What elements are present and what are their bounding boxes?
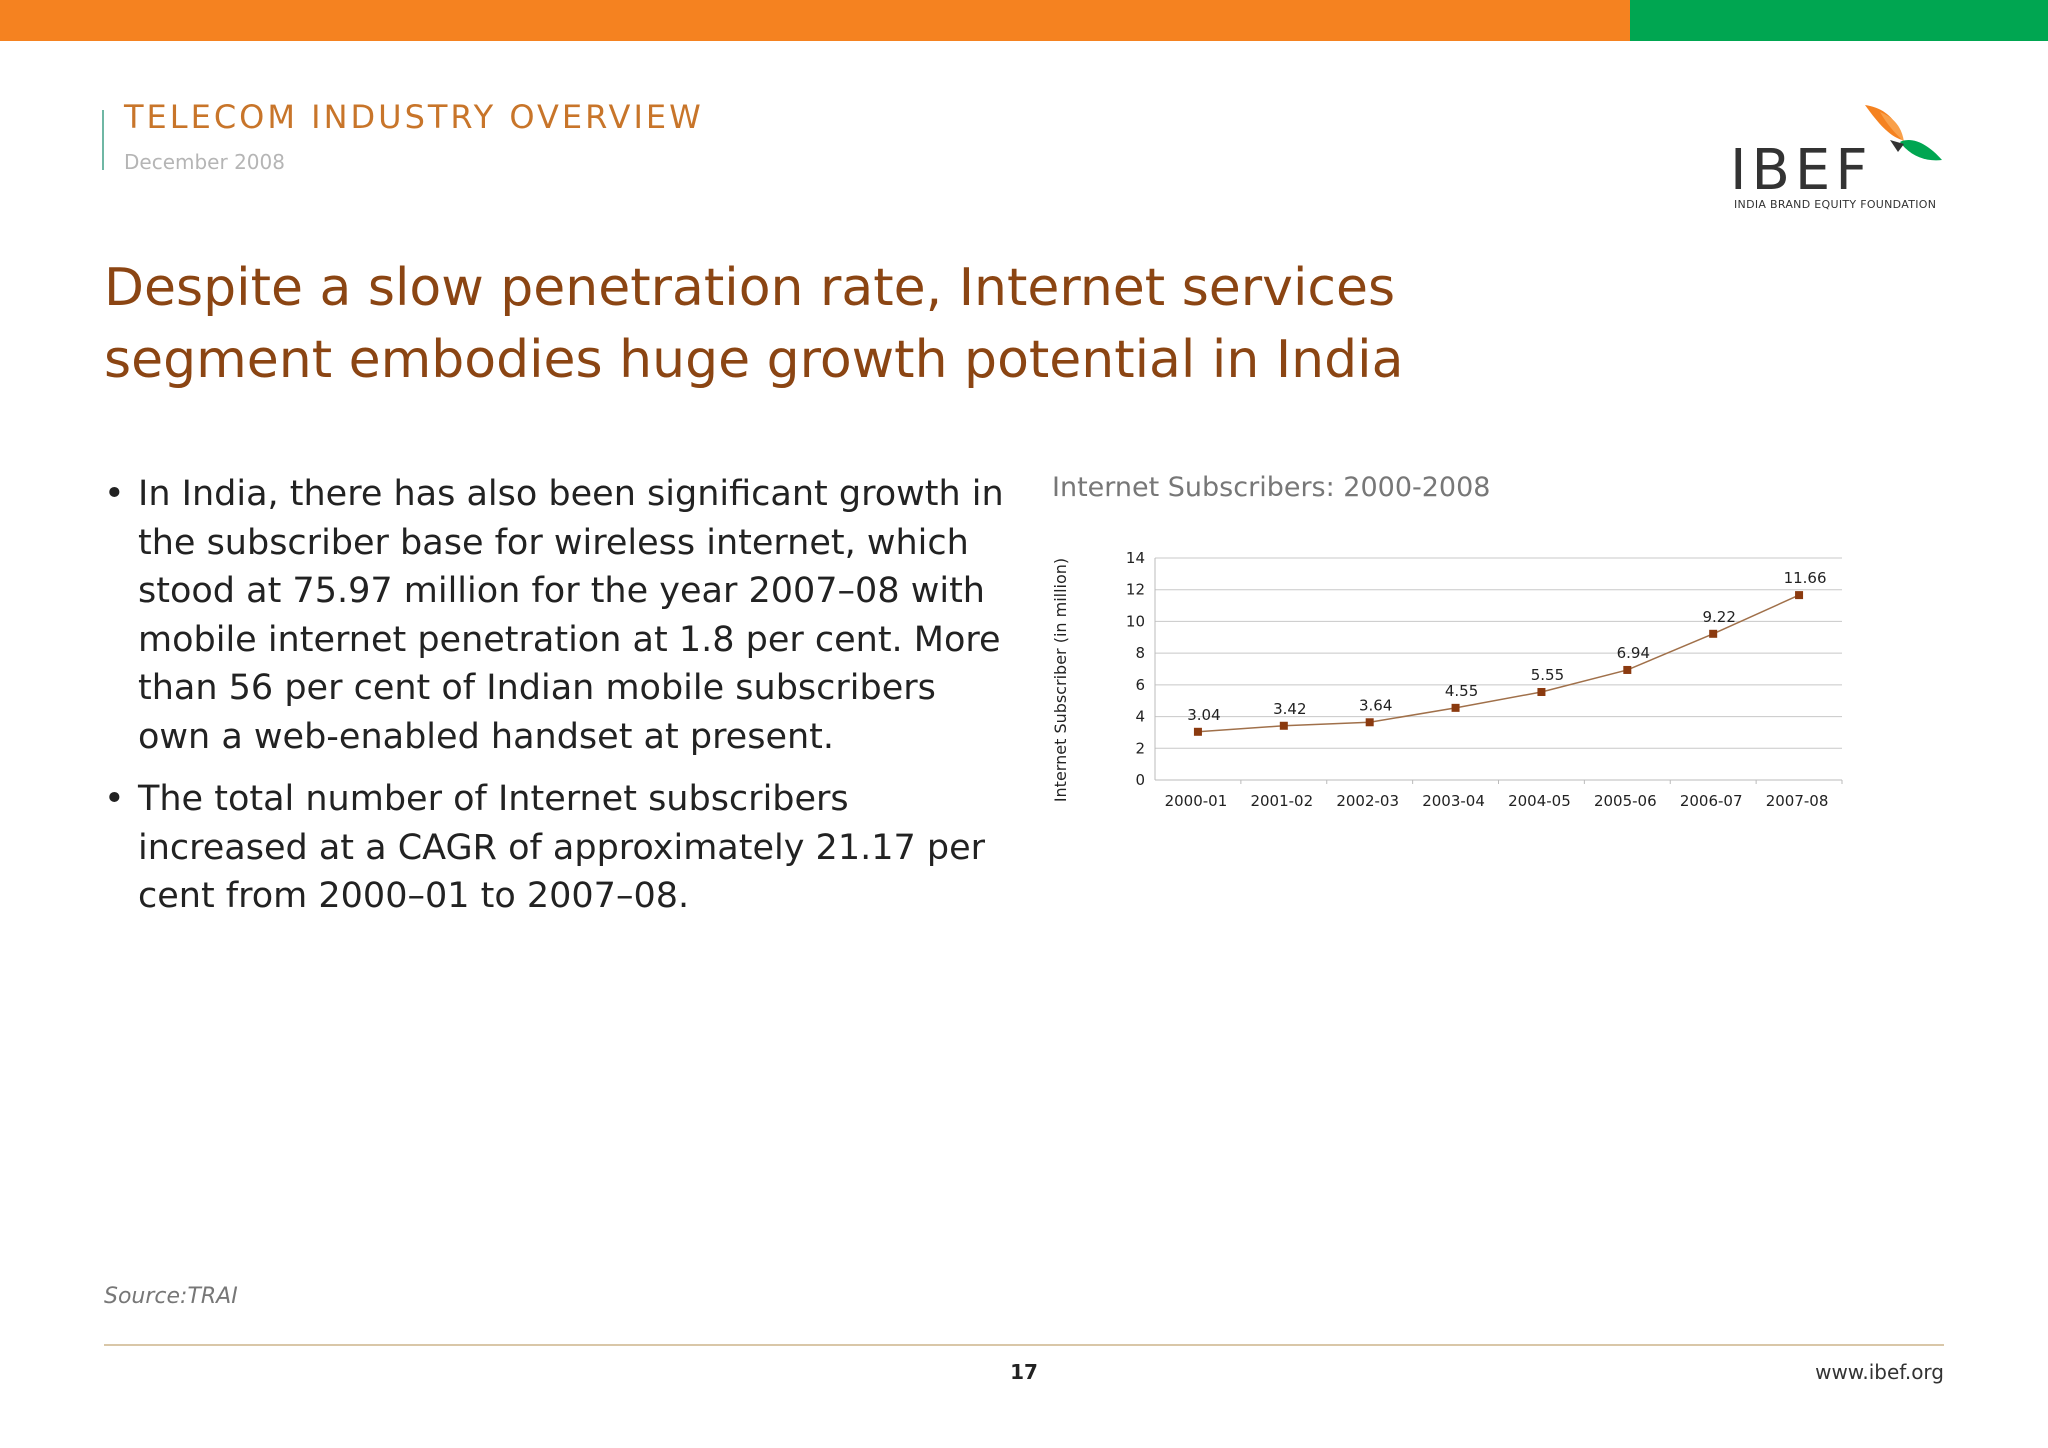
data-point [1193, 727, 1202, 736]
footer-divider [104, 1344, 1944, 1346]
series-line [1197, 594, 1800, 733]
bullet-item: The total number of Internet subscribers… [104, 775, 1004, 921]
x-tick-label: 2000-01 [1165, 792, 1228, 810]
y-tick-label: 10 [1126, 612, 1145, 630]
website-link[interactable]: www.ibef.org [1815, 1360, 1944, 1384]
ibef-logo: IBEF INDIA BRAND EQUITY FOUNDATION [1730, 100, 1950, 215]
data-point [1623, 665, 1632, 674]
y-tick-label: 2 [1135, 739, 1145, 757]
y-tick-label: 6 [1135, 676, 1145, 694]
data-point [1279, 721, 1288, 730]
section-date: December 2008 [124, 150, 285, 174]
top-bar-orange [0, 0, 1630, 41]
data-point [1365, 718, 1374, 727]
data-label: 3.42 [1273, 700, 1306, 718]
data-label: 4.55 [1445, 682, 1478, 700]
source-note: Source:TRAI [104, 1284, 238, 1309]
x-tick-label: 2002-03 [1336, 792, 1399, 810]
y-tick-label: 4 [1135, 708, 1145, 726]
x-tick-label: 2005-06 [1594, 792, 1657, 810]
data-label: 3.04 [1187, 706, 1220, 724]
page-number: 17 [1010, 1360, 1038, 1384]
x-tick-label: 2006-07 [1680, 792, 1743, 810]
data-label: 3.64 [1359, 696, 1392, 714]
logo-tagline: INDIA BRAND EQUITY FOUNDATION [1734, 198, 1937, 211]
bird-logo-icon [1865, 105, 1942, 161]
x-tick-label: 2003-04 [1422, 792, 1485, 810]
data-label: 11.66 [1784, 569, 1827, 587]
x-tick-label: 2001-02 [1250, 792, 1313, 810]
x-tick-label: 2004-05 [1508, 792, 1571, 810]
data-point [1709, 629, 1718, 638]
top-bar-green [1630, 0, 2048, 41]
data-point [1537, 687, 1546, 696]
subscribers-line-chart: 0 2 4 6 8 10 12 14 2000-01 2001-02 2002-03 2003-04 2… [1051, 549, 1843, 810]
y-tick-label: 14 [1126, 549, 1145, 567]
page-headline: Despite a slow penetration rate, Interne… [104, 258, 1404, 390]
data-label: 6.94 [1617, 644, 1650, 662]
x-tick-label: 2007-08 [1766, 792, 1829, 810]
bullet-item: In India, there has also been significan… [104, 470, 1004, 761]
y-tick-label: 0 [1135, 771, 1145, 789]
data-point [1795, 591, 1804, 600]
section-title: TELECOM INDUSTRY OVERVIEW [124, 98, 704, 136]
y-tick-label: 8 [1135, 644, 1145, 662]
y-axis-label: Internet Subscriber (in million) [1051, 558, 1070, 802]
chart-title: Internet Subscribers: 2000-2008 [1052, 472, 1491, 503]
logo-wordmark: IBEF [1730, 138, 1873, 203]
bullet-list: In India, there has also been significan… [104, 470, 1004, 935]
data-label: 5.55 [1531, 666, 1564, 684]
header-divider [102, 110, 104, 170]
data-point [1451, 703, 1460, 712]
data-label: 9.22 [1702, 608, 1735, 626]
y-tick-label: 12 [1126, 581, 1145, 599]
